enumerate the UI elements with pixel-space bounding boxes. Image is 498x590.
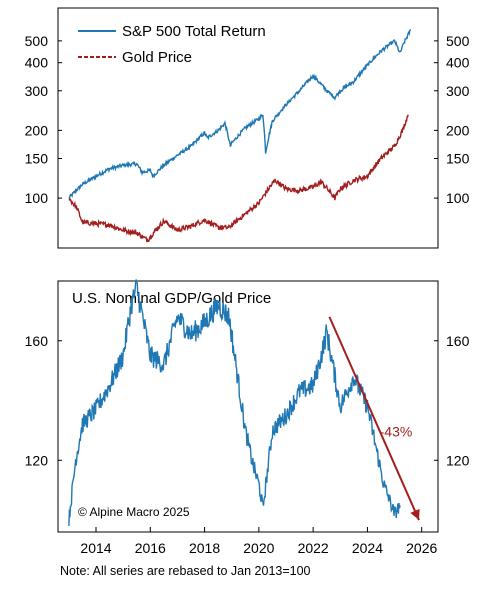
bottom-y-tick-label-right: 120: [446, 452, 470, 468]
bottom-left-axis: 120 160: [25, 333, 62, 468]
top-y-tick-label: 500: [25, 33, 49, 49]
x-tick-label: 2026: [406, 540, 437, 556]
x-tick-label: 2018: [189, 540, 220, 556]
gdp-gold-ratio-line: [68, 279, 401, 527]
bottom-series-lines: [68, 279, 401, 527]
legend-label-gold: Gold Price: [122, 49, 192, 66]
bottom-y-tick-label-right: 160: [446, 333, 470, 349]
top-y-tick-label-right: 100: [446, 190, 470, 206]
x-tick-label: 2016: [135, 540, 166, 556]
gold-price-line: [68, 114, 409, 243]
top-y-tick-label-right: 200: [446, 122, 470, 138]
top-y-tick-label: 400: [25, 55, 49, 71]
bottom-panel-frame: [57, 280, 439, 533]
sp500-line: [68, 29, 412, 200]
x-tick-label: 2022: [298, 540, 329, 556]
decline-annotation: -43%: [380, 423, 413, 439]
bottom-right-axis: 120 160: [434, 333, 470, 468]
top-y-tick-label-right: 150: [446, 150, 470, 166]
bottom-y-tick-label: 120: [25, 452, 49, 468]
top-panel-frame: [57, 7, 439, 249]
top-panel: 100 150 200 300 400 500 100 150 200 300 400 500 S&…: [25, 7, 470, 249]
top-series-lines: [68, 29, 412, 243]
top-y-tick-label-right: 300: [446, 83, 470, 99]
x-tick-label: 2020: [243, 540, 274, 556]
top-y-tick-label: 150: [25, 150, 49, 166]
x-tick-label: 2024: [352, 540, 383, 556]
top-y-tick-label-right: 400: [446, 55, 470, 71]
footnote: Note: All series are rebased to Jan 2013…: [60, 564, 311, 578]
x-tick-label: 2014: [80, 540, 111, 556]
top-y-tick-label: 200: [25, 122, 49, 138]
legend-label-sp500: S&P 500 Total Return: [122, 23, 266, 40]
bottom-panel: U.S. Nominal GDP/Gold Price 120 160 120 16…: [25, 279, 470, 556]
arrow-head: [410, 508, 420, 521]
arrow-shaft: [328, 316, 420, 521]
legend: S&P 500 Total Return Gold Price: [78, 23, 266, 66]
bottom-panel-title: U.S. Nominal GDP/Gold Price: [72, 290, 271, 307]
top-left-axis: 100 150 200 300 400 500: [25, 33, 62, 206]
x-axis: 2014 2016 2018 2020 2022 2024 2026: [80, 527, 437, 556]
bottom-y-tick-label: 160: [25, 333, 49, 349]
copyright-text: © Alpine Macro 2025: [78, 505, 190, 519]
top-y-tick-label-right: 500: [446, 33, 470, 49]
top-right-axis: 100 150 200 300 400 500: [434, 33, 470, 206]
top-y-tick-label: 300: [25, 83, 49, 99]
top-y-tick-label: 100: [25, 190, 49, 206]
decline-arrow: [328, 316, 420, 521]
